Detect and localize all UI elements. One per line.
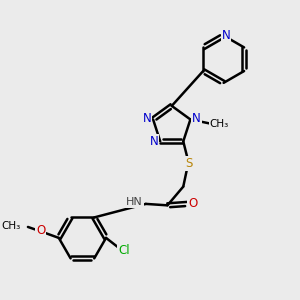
Text: CH₃: CH₃ xyxy=(1,220,20,230)
Text: N: N xyxy=(192,112,201,124)
Text: CH₃: CH₃ xyxy=(210,119,229,129)
Text: O: O xyxy=(188,197,197,210)
Text: O: O xyxy=(36,224,45,238)
Text: Cl: Cl xyxy=(118,244,130,257)
Text: HN: HN xyxy=(126,197,143,208)
Text: N: N xyxy=(222,29,230,42)
Text: N: N xyxy=(149,135,158,148)
Text: N: N xyxy=(142,112,151,124)
Text: S: S xyxy=(186,157,193,170)
